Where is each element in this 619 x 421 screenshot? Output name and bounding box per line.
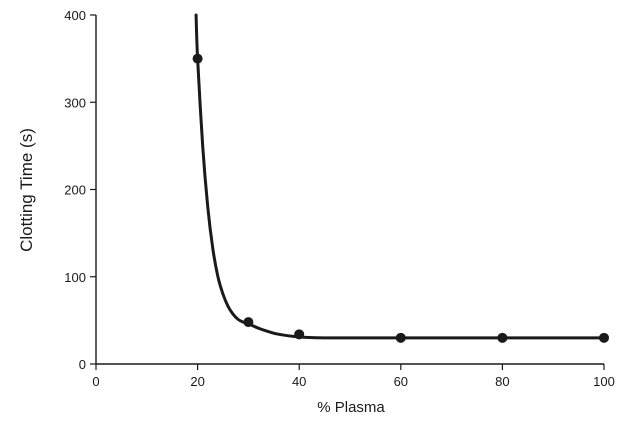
y-tick-label: 300	[64, 95, 86, 110]
x-tick-label: 0	[92, 374, 99, 389]
x-tick-label: 40	[292, 374, 306, 389]
data-point	[395, 332, 406, 343]
fitted-curve-layer	[194, 13, 606, 340]
x-tick-label: 80	[495, 374, 509, 389]
data-points-layer	[192, 53, 609, 343]
x-axis-title: % Plasma	[317, 399, 385, 416]
axes: 0 20 40 60 80 100 0 100 200 300 400	[64, 8, 615, 389]
data-point	[497, 332, 508, 343]
data-point	[599, 332, 609, 343]
data-point	[192, 53, 203, 64]
x-tick-label: 100	[593, 374, 615, 389]
x-tick-label: 20	[190, 374, 204, 389]
data-point	[243, 317, 254, 328]
y-tick-label: 0	[79, 357, 86, 372]
y-tick-label: 400	[64, 8, 86, 23]
clotting-time-curve	[194, 13, 606, 340]
y-tick-label: 200	[64, 183, 86, 198]
y-tick-label: 100	[64, 270, 86, 285]
y-axis-title: Clotting Time (s)	[17, 128, 36, 252]
x-tick-label: 60	[394, 374, 408, 389]
data-point	[294, 329, 305, 340]
